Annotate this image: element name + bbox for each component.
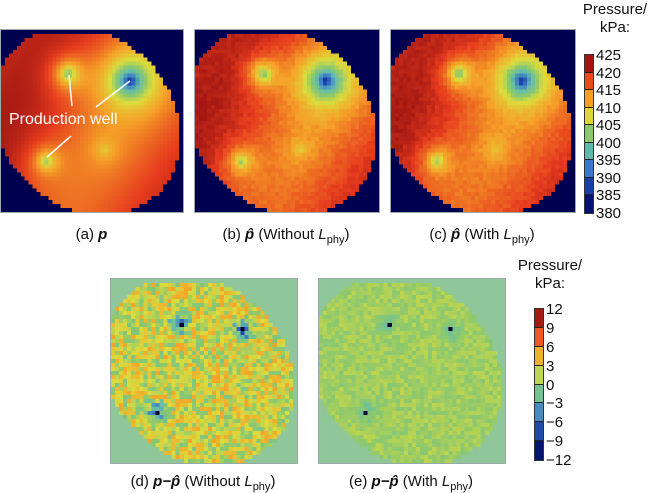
caption-e: (e) p−p̂ (With Lphy) (348, 473, 474, 493)
colorbar-tick-label: 380 (596, 205, 622, 222)
error-colorbar (534, 308, 544, 461)
colorbar-segment (535, 346, 543, 366)
colorbar-segment (535, 365, 543, 385)
colorbar-tick-label: 405 (596, 117, 622, 135)
caption-c: (c) p̂ (With Lphy) (429, 226, 535, 246)
panel-d-error-without-lphy (110, 278, 298, 464)
colorbar-segment (585, 107, 593, 126)
pointer-line (68, 74, 73, 107)
pressure-colorbar-title: Pressure/kPa: (582, 1, 648, 36)
colorbar-segment (535, 403, 543, 423)
pointer-line (95, 80, 131, 108)
panel-a-true-pressure (0, 29, 184, 213)
colorbar-tick-label: 425 (596, 47, 622, 64)
colorbar-segment (585, 55, 593, 73)
colorbar-tick-label: 9 (546, 319, 555, 337)
panel-b-pred-without-lphy (194, 29, 380, 213)
panel-e-error-with-lphy (318, 278, 506, 464)
colorbar-tick-label: 410 (596, 99, 622, 117)
colorbar-tick-label: −9 (546, 433, 564, 451)
colorbar-segment (585, 142, 593, 161)
pointer-line (46, 135, 72, 158)
heatmap-e (319, 279, 505, 463)
caption-b: (b) p̂ (Without Lphy) (222, 226, 350, 246)
colorbar-segment (585, 72, 593, 91)
colorbar-tick-label: 400 (596, 134, 622, 152)
colorbar-tick-label: 390 (596, 169, 622, 187)
error-colorbar-title: Pressure/kPa: (517, 257, 583, 292)
colorbar-segment (535, 384, 543, 404)
pressure-colorbar (584, 54, 594, 214)
colorbar-tick-label: 12 (546, 301, 563, 318)
colorbar-tick-label: −3 (546, 395, 564, 413)
production-well-pointers (46, 74, 131, 158)
colorbar-tick-label: 0 (546, 376, 555, 394)
heatmap-a (1, 30, 183, 212)
colorbar-segment (535, 327, 543, 347)
colorbar-segment (585, 195, 593, 213)
colorbar-tick-label: −6 (546, 414, 564, 432)
caption-a: (a) p (75, 226, 108, 243)
colorbar-segment (585, 90, 593, 108)
panel-c-pred-with-lphy (390, 29, 576, 213)
colorbar-segment (585, 160, 593, 178)
colorbar-tick-label: 395 (596, 152, 622, 170)
production-well-label: Production well (9, 111, 118, 128)
colorbar-segment (535, 309, 543, 328)
colorbar-tick-label: 3 (546, 357, 555, 375)
heatmap-d (111, 279, 297, 463)
colorbar-tick-label: 385 (596, 187, 622, 205)
caption-d: (d) p−p̂ (Without Lphy) (130, 473, 276, 493)
heatmap-b (195, 30, 379, 212)
colorbar-segment (535, 422, 543, 442)
heatmap-c (391, 30, 575, 212)
colorbar-tick-label: 415 (596, 82, 622, 100)
colorbar-tick-label: 420 (596, 64, 622, 82)
colorbar-segment (585, 125, 593, 143)
colorbar-segment (535, 441, 543, 460)
colorbar-tick-label: 6 (546, 338, 555, 356)
colorbar-tick-label: −12 (546, 452, 572, 469)
colorbar-segment (585, 177, 593, 196)
